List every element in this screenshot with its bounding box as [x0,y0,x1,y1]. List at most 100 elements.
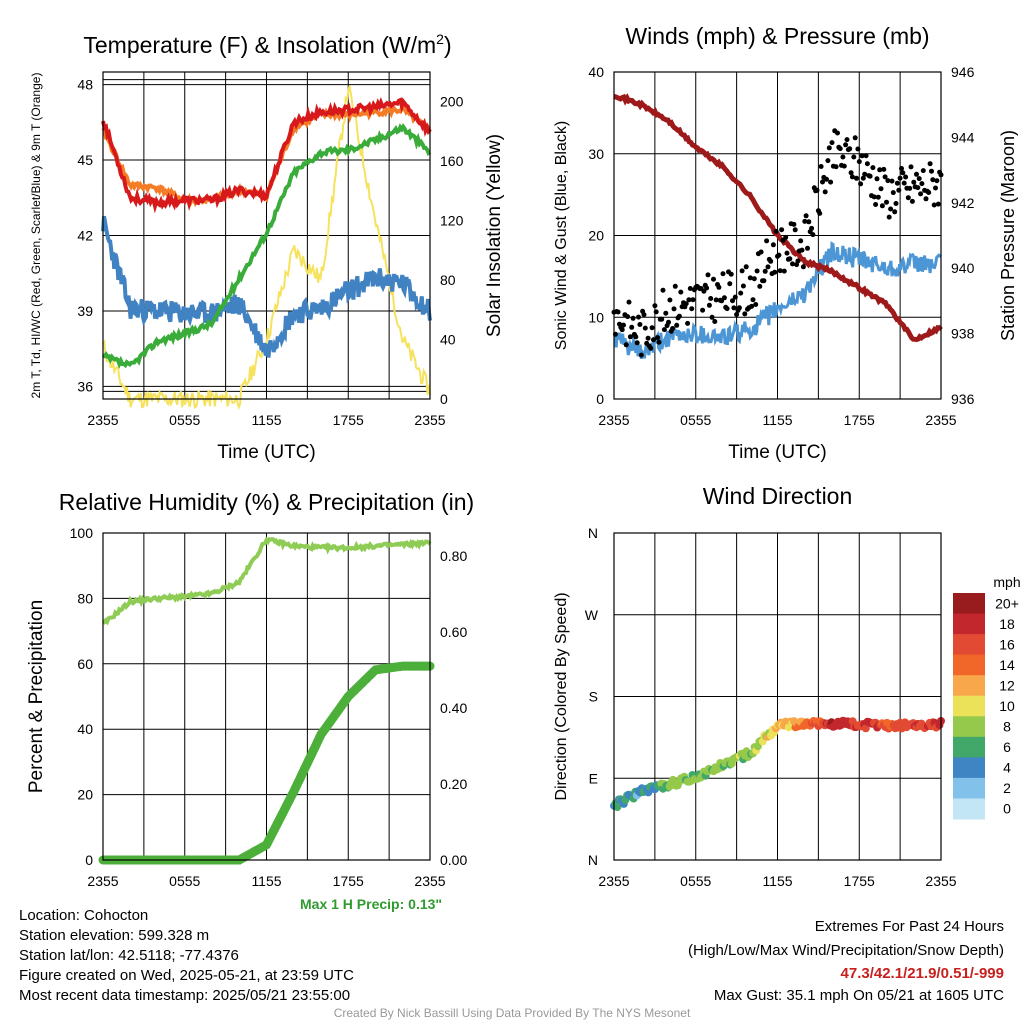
series-line-hi-wc [101,215,432,358]
gust-point [758,249,764,255]
gust-point [751,276,757,282]
gust-point [871,194,877,200]
gust-point [626,299,632,305]
gust-point [926,190,932,195]
y-tick-label: W [585,607,599,623]
gust-point [708,296,714,301]
y-tick-label: 100 [70,525,94,541]
gust-point [678,289,684,295]
gust-point [889,178,895,184]
extremes-title: Extremes For Past 24 Hours [814,918,1004,935]
colorbar-label: 18 [999,616,1015,632]
gust-point [730,298,735,304]
gust-point [648,345,654,351]
gust-point [721,295,727,301]
gust-point [919,181,925,187]
y2-tick-label: 0.40 [440,700,467,716]
gust-point [792,227,798,233]
gust-point [627,334,633,340]
y-tick-label: 30 [588,146,604,162]
y2-tick-label: 0.80 [440,548,467,564]
gust-point [736,305,742,311]
colorbar-swatch [953,675,985,697]
gust-point [776,252,782,258]
gust-point [649,325,655,331]
gust-point [630,315,636,321]
gust-point [875,194,881,200]
gust-point [817,210,823,216]
extremes-subtitle: (High/Low/Max Wind/Precipitation/Snow De… [688,942,1004,959]
plot-frame [102,532,431,861]
x-tick-label: 0555 [169,873,200,889]
series-line-dewpoint [101,123,432,369]
gust-point [806,219,812,225]
gust-point [814,187,820,193]
gust-point [873,202,879,207]
y-tick-label: 0 [596,391,604,407]
y2-tick-label: 938 [951,326,975,342]
gust-point [642,325,648,331]
gust-point [716,284,722,290]
gust-point [863,153,869,159]
gust-point [828,179,834,185]
x-tick-label: 1155 [251,873,281,889]
gust-point [867,173,873,179]
gust-point [724,306,730,312]
gust-point [711,276,716,282]
gust-point [687,286,693,291]
gust-point [918,191,924,197]
colorbar-label: 0 [1003,801,1011,817]
gust-point [935,201,941,207]
chart-title: Temperature (F) & Insolation (W/m2) [83,31,451,58]
series-line-2m-temperature [101,96,432,214]
y-tick-label: 39 [77,303,93,319]
gust-point [659,316,665,322]
gust-point [625,314,631,320]
y-tick-label: 36 [77,378,93,394]
gust-point [862,171,868,177]
gust-point [810,232,816,238]
colorbar-swatch [953,654,985,676]
gust-point [833,164,839,170]
gust-point [663,310,669,316]
gust-point [896,187,902,193]
x-tick-label: 2355 [925,873,956,889]
y2-axis-label: Solar Insolation (Yellow) [484,134,505,337]
gust-point [655,335,661,341]
y-tick-label: 60 [77,656,93,672]
y-tick-label: 20 [588,228,604,244]
y-axis-label: Percent & Precipitation [26,600,47,793]
gust-point [728,271,734,277]
gust-point [840,154,846,160]
gust-point [888,206,894,212]
y-tick-label: 48 [77,77,93,93]
gust-point [859,153,865,159]
gust-point [799,247,805,253]
gust-point [713,297,719,303]
x-tick-label: 1755 [333,412,364,428]
gust-point [777,268,783,274]
gust-point [779,227,785,233]
y-tick-label: 10 [588,309,604,325]
x-tick-label: 1755 [333,873,364,889]
gust-point [927,161,933,167]
latlon-text: Station lat/lon: 42.5118; -77.4376 [19,947,239,964]
series-line-station-pressure [613,93,943,343]
gust-point [864,161,870,167]
colorbar-swatch [953,777,985,799]
gust-point [712,319,718,324]
gust-point [849,174,855,180]
series-line-sonic-wind [613,241,942,360]
gust-point [749,303,755,309]
chart-title-superscript: 2 [436,31,444,47]
gust-point [753,302,759,307]
gust-point [676,313,682,319]
gust-point [742,311,748,317]
gust-point [762,268,768,274]
gust-point [903,174,909,180]
x-tick-label: 2355 [598,873,629,889]
y-tick-label: S [589,689,598,705]
gust-point [879,203,885,209]
x-tick-label: 1755 [844,873,875,889]
colorbar-swatch [953,736,985,758]
